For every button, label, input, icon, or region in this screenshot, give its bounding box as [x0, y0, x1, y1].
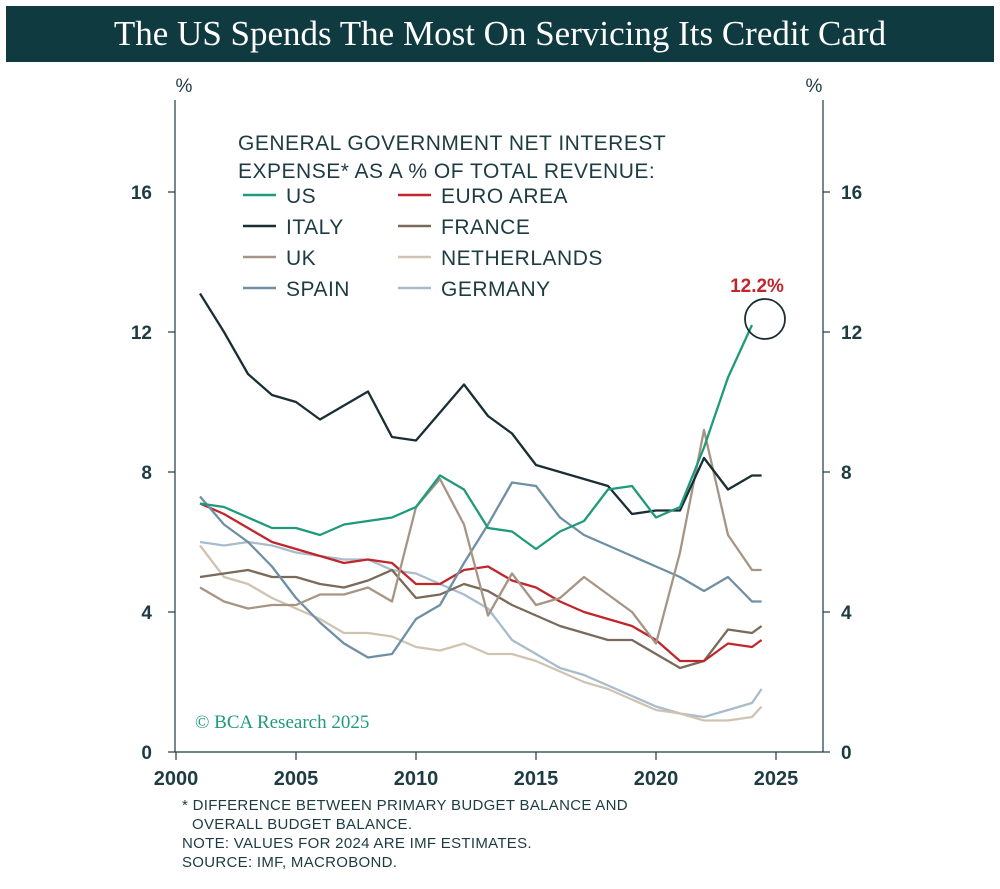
right-axis-unit: % [806, 76, 823, 97]
y-tick-label-right: 4 [841, 603, 852, 624]
x-tick-label: 2020 [634, 768, 679, 790]
y-tick-label-right: 0 [841, 743, 852, 764]
legend-label: UK [286, 247, 316, 270]
y-tick-label-left: 12 [131, 323, 152, 344]
series-line-italy [199, 292, 762, 516]
x-tick-label: 2010 [394, 768, 439, 790]
footnote-source: SOURCE: IMF, MACROBOND. [182, 854, 398, 871]
x-tick-label: 2000 [154, 768, 199, 790]
series-line-france [199, 568, 763, 670]
legend-label: US [286, 185, 316, 208]
x-tick-label: 2005 [274, 768, 319, 790]
y-tick-label-right: 16 [841, 183, 862, 204]
legend-label: GERMANY [441, 278, 551, 301]
annotation-label: 12.2% [730, 276, 784, 297]
y-tick-label-right: 12 [841, 323, 862, 344]
series-line-euro-area [199, 502, 763, 663]
y-tick-label-right: 8 [841, 463, 852, 484]
legend-label: SPAIN [286, 278, 350, 301]
series-line-netherlands [199, 544, 763, 722]
footnotes: * DIFFERENCE BETWEEN PRIMARY BUDGET BALA… [182, 796, 628, 872]
chart-title-bar: The US Spends The Most On Servicing Its … [6, 6, 994, 62]
y-tick-label-left: 0 [141, 743, 152, 764]
x-tick-label: 2015 [514, 768, 559, 790]
series-line-us [199, 324, 754, 551]
chart-title: The US Spends The Most On Servicing Its … [113, 14, 887, 53]
legend-label: EURO AREA [441, 185, 568, 208]
footnote-line-2: OVERALL BUDGET BALANCE. [192, 816, 413, 833]
y-tick-label-left: 4 [141, 603, 152, 624]
footnote-note: NOTE: VALUES FOR 2024 ARE IMF ESTIMATES. [182, 835, 532, 852]
left-axis-unit: % [176, 76, 193, 97]
legend-label: ITALY [286, 216, 344, 239]
legend-label: NETHERLANDS [441, 247, 603, 270]
legend-label: FRANCE [441, 216, 530, 239]
legend-title-line-2: EXPENSE* AS A % OF TOTAL REVENUE: [238, 160, 655, 183]
footnote-line-1: * DIFFERENCE BETWEEN PRIMARY BUDGET BALA… [182, 797, 628, 814]
x-tick-label: 2025 [754, 768, 799, 790]
y-tick-label-left: 8 [141, 463, 152, 484]
series-line-spain [199, 481, 762, 659]
watermark: © BCA Research 2025 [195, 712, 369, 733]
legend-title-line-1: GENERAL GOVERNMENT NET INTEREST [238, 132, 666, 155]
annotation-circle [744, 298, 786, 340]
y-tick-label-left: 16 [131, 183, 152, 204]
series-line-uk [199, 428, 762, 645]
